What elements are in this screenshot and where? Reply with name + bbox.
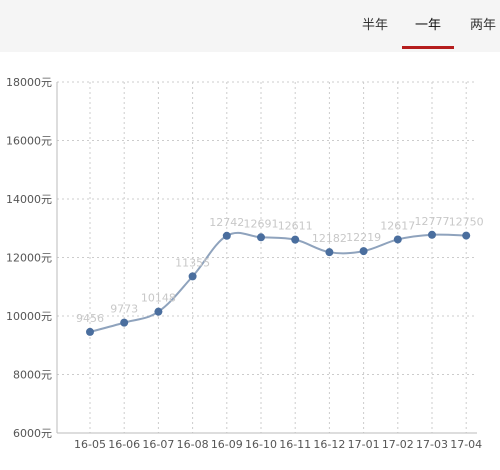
tab-one-year[interactable]: 一年 bbox=[415, 18, 442, 33]
x-tick-label: 16-08 bbox=[177, 438, 209, 451]
data-point bbox=[86, 327, 94, 336]
data-label: 11355 bbox=[175, 256, 210, 269]
series-line bbox=[89, 231, 467, 333]
active-tab-indicator bbox=[402, 46, 454, 49]
chart-axes: 6000元 8000元 10000元 12000元 14000元 16000元 18000元… bbox=[6, 76, 482, 451]
data-point bbox=[222, 231, 231, 240]
data-label: 12750 bbox=[449, 216, 484, 229]
data-point bbox=[188, 272, 197, 281]
tab-half-year[interactable]: 半年 bbox=[362, 18, 389, 33]
y-tick-label: 14000元 bbox=[6, 193, 52, 206]
y-tick-label: 16000元 bbox=[6, 135, 52, 148]
data-point bbox=[120, 318, 129, 327]
x-tick-label: 16-07 bbox=[142, 438, 174, 451]
x-tick-label: 17-02 bbox=[382, 438, 414, 451]
chart-grid bbox=[57, 81, 477, 434]
chart-series bbox=[86, 230, 471, 336]
data-label: 12742 bbox=[209, 216, 244, 229]
tab-two-years[interactable]: 两年 bbox=[470, 18, 497, 33]
data-label: 12611 bbox=[278, 220, 313, 233]
y-tick-label: 10000元 bbox=[6, 310, 52, 323]
data-label: 9773 bbox=[110, 303, 138, 316]
data-point bbox=[359, 247, 368, 256]
data-point bbox=[291, 235, 300, 244]
data-point bbox=[393, 235, 402, 244]
y-tick-label: 12000元 bbox=[6, 252, 52, 265]
data-label: 10148 bbox=[141, 292, 176, 305]
data-label: 12617 bbox=[380, 219, 415, 232]
data-point bbox=[428, 230, 436, 239]
data-point bbox=[257, 233, 265, 242]
x-tick-label: 16-05 bbox=[74, 438, 106, 451]
x-tick-label: 16-11 bbox=[279, 438, 311, 451]
period-tab-bar: 半年 一年 两年 bbox=[0, 0, 500, 52]
x-tick-label: 17-04 bbox=[450, 438, 482, 451]
y-tick-label: 18000元 bbox=[6, 76, 52, 89]
x-tick-label: 17-01 bbox=[348, 438, 380, 451]
data-point bbox=[325, 248, 334, 257]
data-label: 12182 bbox=[312, 232, 347, 245]
data-point bbox=[462, 231, 471, 240]
x-tick-label: 16-06 bbox=[108, 438, 140, 451]
y-tick-label: 8000元 bbox=[13, 369, 52, 382]
data-point bbox=[154, 307, 163, 316]
price-line-chart: 6000元 8000元 10000元 12000元 14000元 16000元 18000元… bbox=[6, 76, 484, 451]
y-tick-label: 6000元 bbox=[13, 427, 52, 440]
data-label: 12219 bbox=[346, 231, 381, 244]
x-tick-label: 16-12 bbox=[313, 438, 345, 451]
data-label: 12691 bbox=[244, 217, 279, 230]
x-tick-label: 17-03 bbox=[416, 438, 448, 451]
x-tick-label: 16-09 bbox=[211, 438, 243, 451]
x-tick-label: 16-10 bbox=[245, 438, 277, 451]
data-label: 9456 bbox=[76, 312, 104, 325]
data-label: 12777 bbox=[415, 215, 450, 228]
